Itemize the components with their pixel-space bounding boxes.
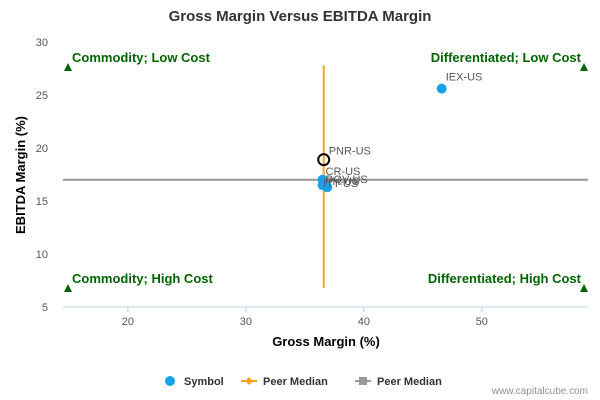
data-point-label: CR-US (326, 166, 361, 178)
y-tick-label: 10 (36, 249, 48, 261)
legend-median-y-label: Peer Median (377, 376, 442, 388)
x-tick-label: 30 (240, 316, 252, 328)
quadrant-marker-top-right (580, 63, 588, 71)
ticks: 20 30 40 50 5 10 15 20 25 30 (36, 37, 488, 328)
x-tick-label: 20 (122, 316, 134, 328)
quadrant-label-top-right: Differentiated; Low Cost (431, 50, 582, 65)
data-point-label: IEX-US (446, 72, 483, 84)
legend-symbol-label: Symbol (184, 376, 224, 388)
chart-title: Gross Margin Versus EBITDA Margin (169, 8, 432, 25)
data-point-label: PH-US (325, 176, 359, 188)
credit-text: www.capitalcube.com (491, 386, 588, 397)
quadrant-label-bottom-right: Differentiated; High Cost (428, 271, 582, 286)
y-axis-title: EBITDA Margin (%) (13, 116, 28, 234)
x-axis-title: Gross Margin (%) (272, 334, 380, 349)
y-tick-label: 25 (36, 90, 48, 102)
y-tick-label: 20 (36, 143, 48, 155)
data-point-label: DOV-US (326, 174, 368, 186)
quadrant-marker-bottom-right (580, 284, 588, 292)
data-point-highlighted (317, 153, 331, 167)
x-tick-label: 50 (476, 316, 488, 328)
data-point (322, 182, 333, 193)
quadrant-marker-top-left (64, 63, 72, 71)
data-point-label: ITT-US (323, 178, 358, 190)
quadrant-marker-bottom-left (64, 284, 72, 292)
legend-median-y-marker (359, 377, 367, 385)
data-point-label: PNR-US (329, 146, 371, 158)
y-tick-label: 5 (42, 302, 48, 314)
quadrant-label-bottom-left: Commodity; High Cost (72, 271, 213, 286)
data-point (436, 83, 447, 94)
quadrant-labels: Commodity; Low Cost Differentiated; Low C… (64, 50, 588, 292)
legend-median-x-label: Peer Median (263, 376, 328, 388)
legend-symbol-marker (165, 376, 175, 386)
legend-median-x-marker (245, 377, 253, 385)
y-tick-label: 30 (36, 37, 48, 49)
y-tick-label: 15 (36, 196, 48, 208)
legend: Symbol Peer Median Peer Median (165, 376, 442, 388)
x-tick-label: 40 (358, 316, 370, 328)
quadrant-label-top-left: Commodity; Low Cost (72, 50, 211, 65)
